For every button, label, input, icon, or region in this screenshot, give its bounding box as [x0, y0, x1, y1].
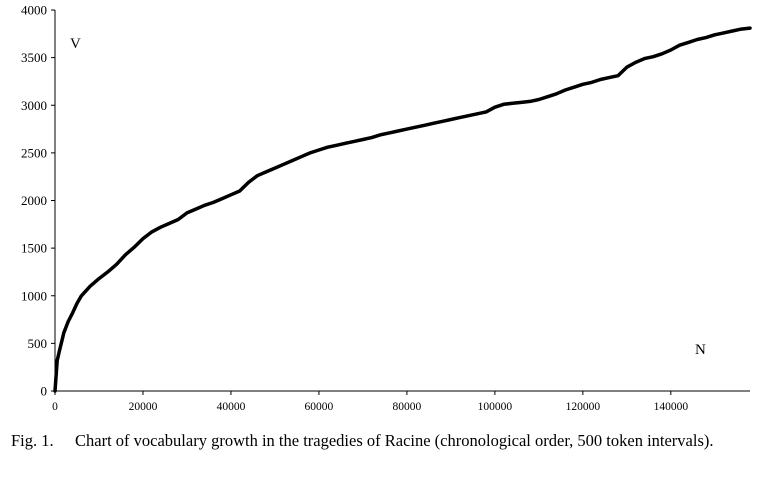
x-axis-label: N	[695, 342, 706, 358]
caption-text: Chart of vocabulary growth in the traged…	[75, 431, 714, 450]
y-tick-label: 2500	[21, 145, 47, 160]
chart: 0 500 1000 1500 2000 2500 3000 3500 4000 0 20000 4…	[21, 3, 752, 413]
x-tick-label: 20000	[129, 401, 158, 413]
y-tick-label: 1000	[21, 288, 47, 303]
x-tick-label: 0	[52, 401, 58, 413]
y-tick-label: 3000	[21, 98, 47, 113]
y-tick-label: 2000	[21, 193, 47, 208]
y-axis-ticks: 0 500 1000 1500 2000 2500 3000 3500 4000	[21, 3, 55, 399]
x-tick-label: 80000	[393, 401, 422, 413]
y-axis-label: V	[70, 36, 81, 52]
x-tick-label: 40000	[217, 401, 246, 413]
series-line	[53, 26, 752, 393]
y-tick-label: 500	[28, 336, 48, 351]
y-tick-label: 1500	[21, 241, 47, 256]
x-axis-ticks: 0 20000 40000 60000 80000 100000 120000 140000	[52, 391, 688, 413]
y-tick-label: 0	[41, 384, 48, 399]
x-tick-label: 60000	[305, 401, 334, 413]
figure-caption: Fig. 1. Chart of vocabulary growth in th…	[11, 430, 759, 451]
x-tick-label: 120000	[566, 401, 601, 413]
x-tick-label: 140000	[654, 401, 689, 413]
y-tick-label: 4000	[21, 3, 47, 18]
x-tick-label: 100000	[478, 401, 513, 413]
caption-number: Fig. 1.	[11, 431, 54, 450]
y-tick-label: 3500	[21, 50, 47, 65]
